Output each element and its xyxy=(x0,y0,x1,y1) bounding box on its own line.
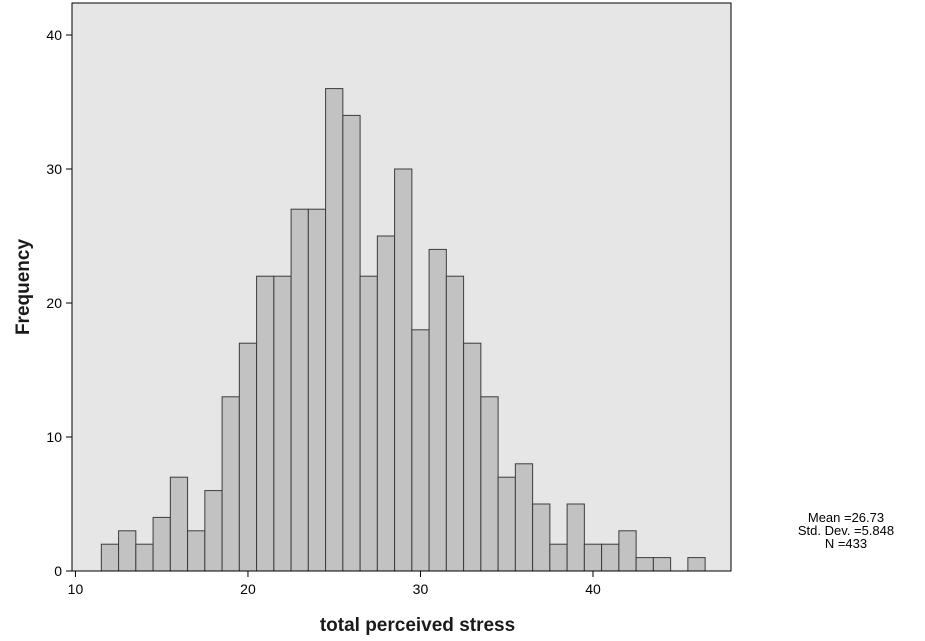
x-tick-label: 20 xyxy=(240,581,256,597)
histogram-bar xyxy=(532,503,551,572)
histogram-bar xyxy=(256,275,275,572)
y-tick-label: 30 xyxy=(46,161,62,177)
histogram-bar xyxy=(238,342,258,572)
axes-layer: 0 10 20 30 40 10 20 30 40 xyxy=(46,3,731,597)
y-axis-label: Frequency xyxy=(13,239,34,336)
histogram-bar xyxy=(152,516,171,572)
histogram-bar xyxy=(445,275,465,572)
y-tick-label: 0 xyxy=(54,563,62,579)
histogram-bar xyxy=(187,530,206,572)
histogram-bar xyxy=(601,543,620,572)
x-axis-label: total perceived stress xyxy=(320,615,515,636)
histogram-bar xyxy=(497,476,516,572)
histogram-bar xyxy=(273,275,292,572)
histogram-bar xyxy=(411,329,430,572)
histogram-bar xyxy=(325,88,344,572)
histogram-bar xyxy=(135,543,154,572)
std-dev-statistic: Std. Dev. =5.848 xyxy=(797,523,895,538)
histogram-bar xyxy=(480,396,499,572)
histogram-bar xyxy=(635,557,654,572)
histogram-bar xyxy=(221,396,240,572)
y-tick-label: 40 xyxy=(46,27,62,43)
histogram-bar xyxy=(463,342,482,572)
histogram-bar xyxy=(583,543,603,572)
histogram-bar xyxy=(687,557,706,572)
histogram-bar xyxy=(376,235,396,572)
histogram-bar xyxy=(549,543,568,572)
histogram-bar xyxy=(342,114,361,572)
mean-statistic: Mean =26.73 xyxy=(807,510,885,525)
bars-layer xyxy=(100,88,706,572)
x-tick-label: 30 xyxy=(413,581,429,597)
histogram-bar xyxy=(290,208,309,572)
histogram-bar xyxy=(307,208,327,572)
histogram-bar xyxy=(394,168,413,572)
histogram-bar xyxy=(204,490,223,572)
histogram-bar xyxy=(428,248,447,572)
histogram-bar xyxy=(618,530,637,572)
histogram-bar xyxy=(652,557,672,572)
summary-statistics: Mean =26.73 Std. Dev. =5.848 N =433 xyxy=(775,511,917,550)
n-statistic: N =433 xyxy=(824,536,868,551)
histogram-bar xyxy=(169,476,189,572)
histogram-bar xyxy=(118,530,137,572)
x-tick-label: 40 xyxy=(585,581,601,597)
histogram-bar xyxy=(514,463,534,572)
y-tick-label: 10 xyxy=(46,429,62,445)
histogram-bar xyxy=(100,543,120,572)
x-tick-label: 10 xyxy=(68,581,84,597)
histogram-bar xyxy=(359,275,378,572)
y-tick-label: 20 xyxy=(46,295,62,311)
histogram-bar xyxy=(566,503,585,572)
